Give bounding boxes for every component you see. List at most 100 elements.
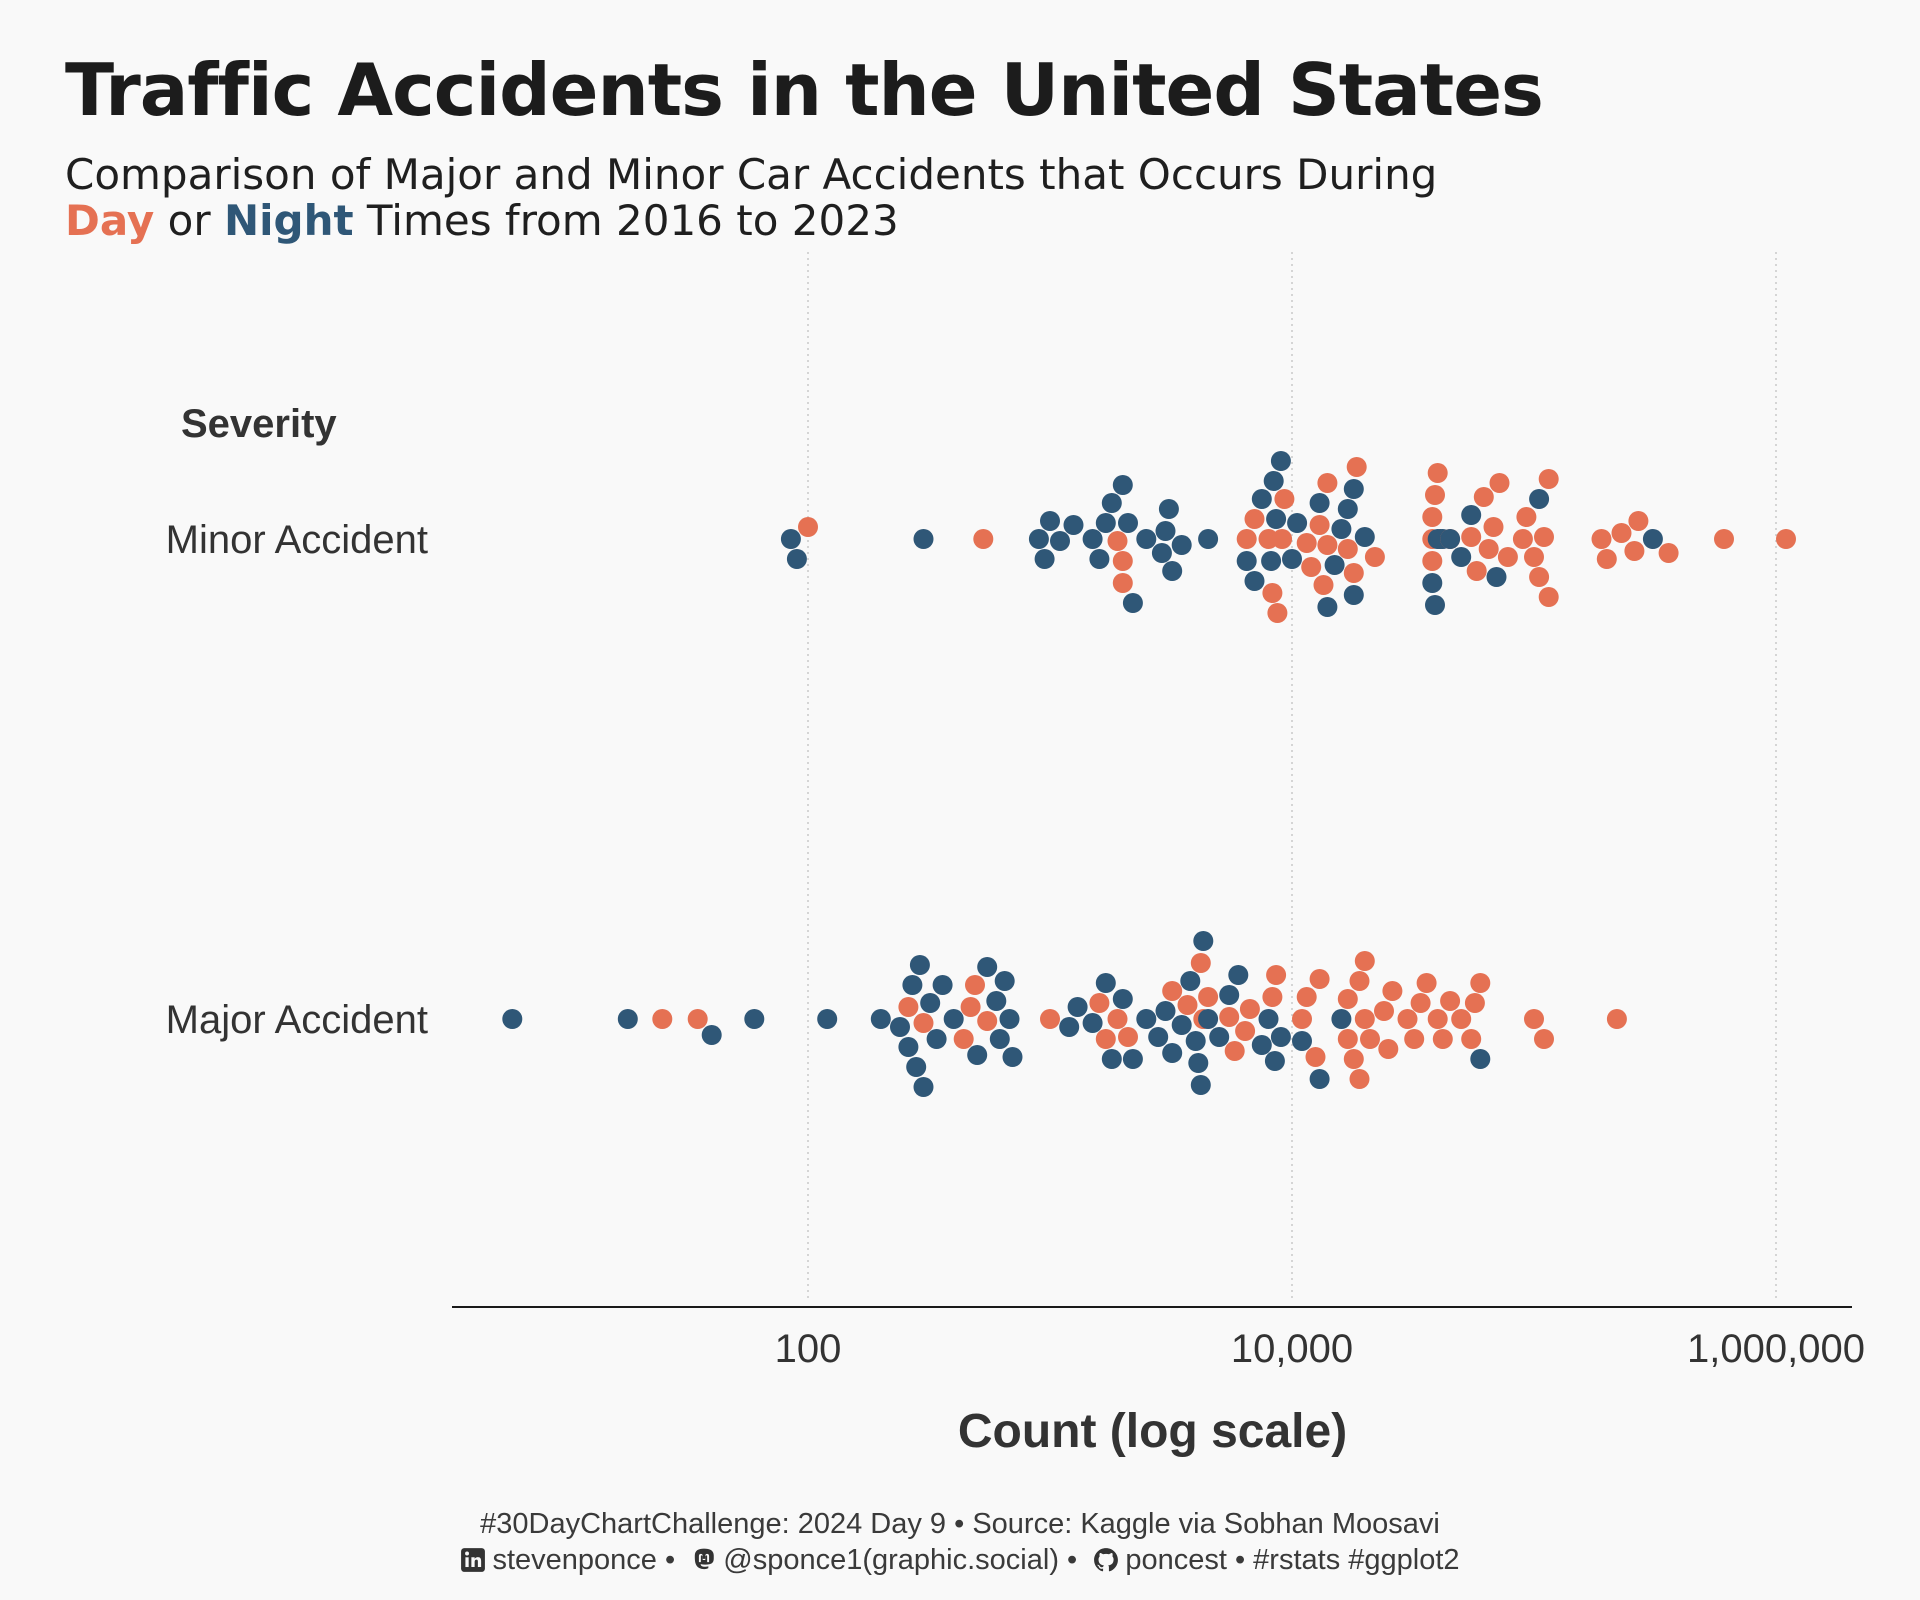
night-point	[1171, 535, 1192, 555]
caption-separator: •	[656, 1544, 684, 1576]
night-point	[1486, 567, 1507, 587]
category-label: Minor Accident	[166, 518, 428, 562]
day-point	[1524, 547, 1544, 567]
day-point	[1112, 551, 1133, 571]
day-point	[1360, 1029, 1380, 1049]
night-point	[1162, 561, 1183, 581]
night-point	[701, 1025, 722, 1045]
night-point	[1112, 989, 1133, 1009]
day-point	[1305, 1047, 1326, 1067]
day-point	[1309, 969, 1330, 989]
day-point	[1534, 1029, 1554, 1049]
caption-line-1: #30DayChartChallenge: 2024 Day 9 • Sourc…	[480, 1508, 1440, 1540]
night-point	[1034, 549, 1055, 569]
night-point	[870, 1009, 891, 1029]
day-point	[1224, 1041, 1245, 1061]
night-point	[1236, 551, 1257, 571]
mastodon-handle[interactable]: @sponce1(graphic.social)	[723, 1544, 1059, 1576]
day-point	[977, 1011, 998, 1031]
night-point	[1244, 571, 1265, 591]
night-point	[1082, 1013, 1103, 1033]
caption-separator: •	[1058, 1544, 1086, 1576]
night-point	[1122, 593, 1143, 613]
night-point	[1089, 549, 1110, 569]
day-point	[1473, 487, 1494, 507]
day-point	[1611, 523, 1632, 543]
x-axis-title: Count (log scale)	[957, 1405, 1348, 1458]
night-point	[1190, 1075, 1211, 1095]
night-point	[977, 957, 998, 977]
day-point	[1190, 953, 1211, 973]
linkedin-handle[interactable]: stevenponce	[492, 1544, 657, 1576]
night-point	[1158, 499, 1179, 519]
caption-tags: • #rstats #ggplot2	[1226, 1544, 1460, 1576]
day-point	[1538, 469, 1559, 489]
day-point	[1478, 539, 1499, 559]
day-point	[652, 1009, 673, 1029]
day-point	[1512, 529, 1533, 549]
night-point	[1136, 529, 1157, 549]
day-point	[1410, 993, 1431, 1013]
day-point	[1658, 543, 1679, 563]
github-handle[interactable]: poncest	[1125, 1544, 1227, 1576]
day-point	[1354, 951, 1375, 971]
night-point	[1122, 1049, 1143, 1069]
day-point	[1378, 1039, 1399, 1059]
chart-title: Traffic Accidents in the United States	[65, 48, 1544, 132]
night-point	[1162, 1043, 1183, 1063]
subtitle-night-word: Night	[223, 196, 354, 245]
day-point	[1292, 1009, 1312, 1029]
day-point	[1470, 973, 1491, 993]
day-point	[1516, 507, 1537, 527]
day-point	[1534, 527, 1554, 547]
night-point	[1337, 499, 1358, 519]
day-point	[1483, 517, 1504, 537]
night-point	[1324, 555, 1345, 575]
caption-line-2: stevenponce • @sponce1(graphic.social) •…	[0, 1542, 1920, 1578]
day-point	[1219, 1007, 1240, 1027]
day-point	[1040, 1009, 1060, 1029]
night-point	[1331, 1009, 1352, 1029]
day-point	[1776, 529, 1796, 549]
night-point	[1292, 1031, 1312, 1051]
night-point	[1309, 493, 1330, 513]
night-point	[1063, 515, 1084, 535]
day-point	[1714, 529, 1734, 549]
day-point	[1262, 583, 1283, 603]
day-point	[1354, 1009, 1375, 1029]
day-point	[1236, 529, 1257, 549]
day-point	[1296, 987, 1317, 1007]
caption: #30DayChartChallenge: 2024 Day 9 • Sourc…	[0, 1506, 1920, 1578]
day-point	[1107, 1009, 1128, 1029]
day-point	[1349, 1069, 1370, 1089]
day-point	[1461, 527, 1482, 547]
night-point	[1082, 529, 1103, 549]
x-tick-label: 1,000,000	[1687, 1327, 1865, 1371]
night-point	[902, 975, 923, 995]
night-point	[502, 1009, 523, 1029]
night-point	[1059, 1017, 1080, 1037]
day-point	[1337, 539, 1358, 559]
night-point	[909, 955, 930, 975]
day-point	[1313, 575, 1334, 595]
night-point	[1185, 1031, 1206, 1051]
night-point	[1343, 585, 1364, 605]
day-point	[687, 1009, 708, 1029]
day-point	[1337, 1029, 1358, 1049]
night-point	[926, 1029, 947, 1049]
day-point	[1239, 999, 1260, 1019]
night-point	[1282, 549, 1302, 569]
day-point	[1529, 567, 1550, 587]
day-point	[1089, 993, 1110, 1013]
night-point	[1470, 1049, 1491, 1069]
night-point	[1198, 529, 1219, 549]
day-point	[1112, 573, 1133, 593]
night-point	[1270, 1027, 1291, 1047]
day-point	[1451, 1009, 1472, 1029]
day-point	[1309, 515, 1330, 535]
night-point	[1155, 1001, 1176, 1021]
day-point	[1162, 981, 1183, 1001]
day-point	[1274, 489, 1295, 509]
night-point	[1050, 531, 1070, 551]
